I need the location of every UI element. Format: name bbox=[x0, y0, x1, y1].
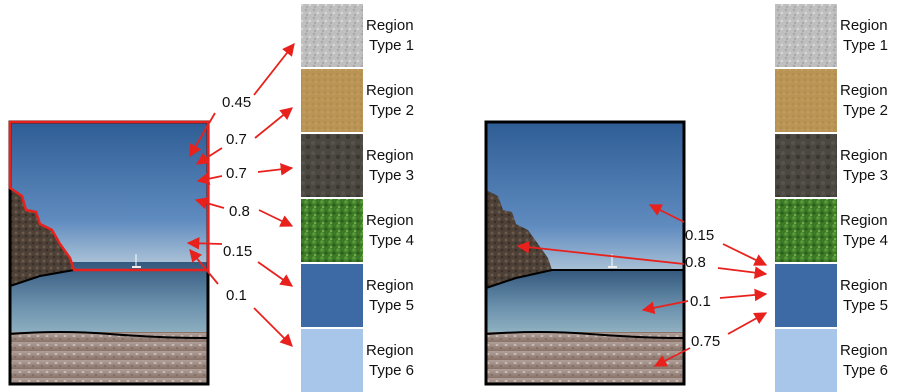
right-arrow-4-2 bbox=[727, 312, 768, 335]
left-weight-1: 0.45 bbox=[222, 94, 251, 111]
right-photo-frame bbox=[484, 120, 686, 386]
right-region-label-line2: Type 5 bbox=[843, 297, 888, 314]
left-weight-labels: 0.45 0.7 0.7 0.8 0.15 0.1 bbox=[222, 94, 252, 304]
right-beach bbox=[486, 332, 684, 384]
left-region-label-line1: Region bbox=[366, 342, 414, 359]
left-arrow-2-1 bbox=[254, 107, 293, 139]
left-arrow-2-2 bbox=[195, 147, 223, 165]
left-beach bbox=[10, 332, 208, 384]
right-shoreline bbox=[485, 331, 685, 339]
right-panel: Region Type 1 Region Type 2 Region Type 3 Regi… bbox=[484, 4, 888, 392]
left-beach-photo bbox=[8, 120, 210, 386]
left-arrow-4-1 bbox=[258, 209, 294, 227]
left-arrow-1-1 bbox=[253, 43, 295, 96]
right-swatch-type-6 bbox=[775, 329, 837, 392]
left-region-label-line2: Type 4 bbox=[369, 232, 414, 249]
left-arrow-6-1 bbox=[253, 307, 293, 347]
left-weight-arrows bbox=[186, 43, 295, 347]
right-weight-1: 0.15 bbox=[685, 227, 714, 244]
left-arrow-4-2 bbox=[194, 197, 225, 210]
right-swatch-type-3 bbox=[775, 134, 837, 197]
left-arrow-5-2 bbox=[186, 237, 223, 250]
left-swatch-type-1 bbox=[301, 4, 363, 67]
left-region-label-line1: Region bbox=[366, 82, 414, 99]
right-weight-4: 0.75 bbox=[691, 333, 720, 350]
left-region-label-line2: Type 5 bbox=[369, 297, 414, 314]
right-region-label-line1: Region bbox=[840, 212, 888, 229]
left-region-label-line2: Type 3 bbox=[369, 167, 414, 184]
right-weight-3: 0.1 bbox=[690, 293, 711, 310]
left-region-label-line2: Type 2 bbox=[369, 102, 414, 119]
right-arrow-2-1 bbox=[516, 240, 685, 265]
left-region-label-line1: Region bbox=[366, 147, 414, 164]
right-horizon-boundary bbox=[485, 269, 684, 289]
right-swatch-type-1 bbox=[775, 4, 837, 67]
right-region-label-line1: Region bbox=[840, 342, 888, 359]
right-weight-arrows bbox=[516, 204, 768, 367]
left-panel: Region Type 1 Region Type 2 Region Type 3 Regi… bbox=[8, 4, 414, 392]
right-arrow-1-2 bbox=[722, 243, 768, 266]
left-weight-2: 0.7 bbox=[226, 131, 247, 148]
left-swatch-type-3 bbox=[301, 134, 363, 197]
left-weight-5: 0.15 bbox=[223, 243, 252, 260]
right-region-label-line2: Type 3 bbox=[843, 167, 888, 184]
left-weight-6: 0.1 bbox=[226, 287, 247, 304]
right-swatch-type-5 bbox=[775, 264, 837, 327]
left-arrow-5-1 bbox=[257, 261, 294, 287]
right-cliff bbox=[486, 190, 552, 288]
right-arrow-4-1 bbox=[653, 347, 691, 367]
right-region-label-line1: Region bbox=[840, 147, 888, 164]
right-region-label-line1: Region bbox=[840, 82, 888, 99]
right-weight-2: 0.8 bbox=[685, 254, 706, 271]
left-weight-3: 0.7 bbox=[226, 165, 247, 182]
left-arrow-6-2 bbox=[189, 249, 219, 285]
left-swatch-type-5 bbox=[301, 264, 363, 327]
right-arrow-3-2 bbox=[719, 288, 768, 302]
left-weight-4: 0.8 bbox=[229, 203, 250, 220]
left-arrow-1-2 bbox=[189, 112, 216, 158]
left-region-label-line1: Region bbox=[366, 17, 414, 34]
right-region-type-list: Region Type 1 Region Type 2 Region Type 3 Regi… bbox=[775, 4, 888, 392]
right-swatch-type-2 bbox=[775, 69, 837, 132]
left-swatch-type-2 bbox=[301, 69, 363, 132]
right-arrow-1-1 bbox=[648, 204, 685, 223]
right-region-label-line2: Type 4 bbox=[843, 232, 888, 249]
right-region-label-line1: Region bbox=[840, 277, 888, 294]
left-selected-region-outline bbox=[8, 120, 210, 272]
right-region-label-line2: Type 1 bbox=[843, 37, 888, 54]
right-beach-photo bbox=[484, 120, 686, 386]
right-region-label-line1: Region bbox=[840, 17, 888, 34]
right-region-label-line2: Type 6 bbox=[843, 362, 888, 379]
left-swatch-type-4 bbox=[301, 199, 363, 262]
right-sea bbox=[486, 270, 684, 332]
left-cliff bbox=[10, 188, 74, 286]
left-region-label-line1: Region bbox=[366, 277, 414, 294]
right-weight-labels: 0.15 0.8 0.1 0.75 bbox=[685, 227, 720, 350]
left-shoreline bbox=[9, 331, 209, 339]
right-region-label-line2: Type 2 bbox=[843, 102, 888, 119]
left-region-label-line2: Type 6 bbox=[369, 362, 414, 379]
left-region-label-line1: Region bbox=[366, 212, 414, 229]
left-region-label-line2: Type 1 bbox=[369, 37, 414, 54]
right-swatch-type-4 bbox=[775, 199, 837, 262]
left-arrow-3-2 bbox=[196, 172, 223, 185]
left-arrow-3-1 bbox=[257, 163, 294, 176]
left-region-type-list: Region Type 1 Region Type 2 Region Type 3 Regi… bbox=[301, 4, 414, 392]
right-arrow-3-1 bbox=[641, 300, 689, 314]
right-arrow-2-2 bbox=[717, 266, 768, 279]
left-swatch-type-6 bbox=[301, 329, 363, 392]
